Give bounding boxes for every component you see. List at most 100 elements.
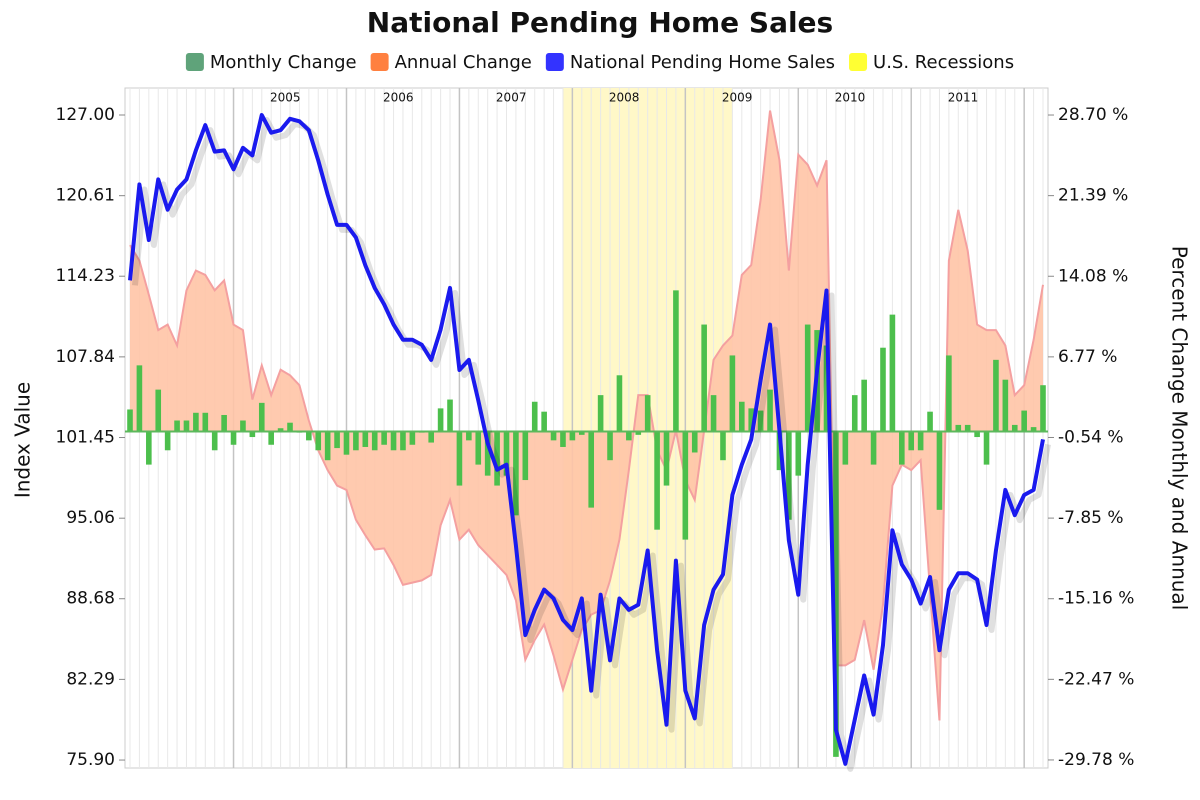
x-tick-label: 2005 <box>270 91 301 105</box>
bar <box>983 431 990 465</box>
bar <box>1011 424 1018 432</box>
bar <box>767 389 773 432</box>
x-tick-label: 2010 <box>835 91 866 105</box>
bar <box>381 431 387 445</box>
bar <box>466 431 472 441</box>
bar <box>1002 379 1009 432</box>
bar <box>164 431 171 451</box>
bar <box>644 395 651 432</box>
bar <box>964 424 971 432</box>
y2-tick-label: -15.16 % <box>1058 589 1134 609</box>
bar <box>400 431 406 451</box>
bar <box>673 290 679 432</box>
bar <box>475 431 482 465</box>
bar <box>974 431 980 438</box>
bar <box>202 412 209 432</box>
y2-tick-label: -29.78 % <box>1058 750 1134 770</box>
bar <box>437 408 444 432</box>
bar <box>635 431 642 435</box>
bar <box>870 431 877 465</box>
y-axis-title: Index Value <box>11 382 35 498</box>
bar <box>174 420 180 432</box>
bar <box>334 431 340 449</box>
bar <box>823 345 830 432</box>
bar <box>268 431 274 445</box>
bar <box>560 431 566 447</box>
line <box>128 113 1045 766</box>
y2-tick-label: 6.77 % <box>1058 347 1117 367</box>
bar <box>833 431 839 757</box>
x-tick-label: 2009 <box>722 91 753 105</box>
bar <box>626 431 632 441</box>
y-tick-label: 120.61 <box>56 186 115 206</box>
legend-label: Monthly Change <box>210 52 357 73</box>
bar <box>917 431 924 451</box>
bar <box>484 431 491 476</box>
legend-swatch <box>370 53 389 71</box>
bar <box>1040 385 1046 432</box>
legend-label: U.S. Recessions <box>873 52 1014 73</box>
bar <box>258 402 265 432</box>
bar <box>494 431 500 486</box>
area <box>129 110 1044 721</box>
bar <box>127 409 133 432</box>
bar <box>277 428 284 432</box>
bar <box>315 431 322 451</box>
y2-tick-label: -7.85 % <box>1058 508 1124 528</box>
y2-tick-label: -22.47 % <box>1058 669 1134 689</box>
bar <box>946 355 952 432</box>
x-tick-label: 2011 <box>948 91 979 105</box>
y-tick-label: 114.23 <box>56 266 115 286</box>
x-tick-label: 2007 <box>496 91 527 105</box>
bar <box>861 379 867 432</box>
bar <box>889 314 896 432</box>
bar <box>1030 427 1037 432</box>
bar <box>447 399 453 432</box>
y-tick-label: 127.00 <box>56 105 115 125</box>
bar <box>146 431 152 465</box>
bar <box>221 414 227 432</box>
bar <box>748 408 755 432</box>
legend-swatch <box>185 53 204 71</box>
bar <box>362 431 369 447</box>
legend-label: Annual Change <box>395 52 532 73</box>
bar <box>936 431 943 510</box>
bar <box>880 347 886 432</box>
y2-tick-label: 14.08 % <box>1058 266 1128 286</box>
bar <box>786 431 792 520</box>
y2-tick-label: -0.54 % <box>1058 427 1124 447</box>
bar <box>993 359 999 432</box>
y2-axis-title: Percent Change Monthly and Annual <box>1168 246 1192 610</box>
bar <box>739 401 745 432</box>
bar <box>324 431 331 461</box>
bar <box>597 395 604 432</box>
y-tick-label: 95.06 <box>66 508 115 528</box>
legend-label: National Pending Home Sales <box>570 52 835 73</box>
bar <box>522 431 529 481</box>
bar <box>851 395 858 432</box>
bar <box>136 365 143 432</box>
bar <box>701 324 707 432</box>
bar <box>569 431 576 441</box>
bar <box>240 420 246 432</box>
x-tick-label: 2008 <box>609 91 640 105</box>
bar <box>503 431 510 476</box>
y-tick-label: 101.45 <box>56 428 115 448</box>
bar <box>193 412 199 432</box>
y-tick-label: 88.68 <box>66 589 115 609</box>
bar <box>691 431 698 453</box>
bar <box>927 411 933 432</box>
bar <box>211 431 218 451</box>
bar <box>578 431 585 435</box>
bar <box>654 431 660 530</box>
legend: Monthly Change Annual Change National Pend… <box>185 52 1014 73</box>
y-tick-label: 82.29 <box>66 669 115 689</box>
bar <box>710 395 717 432</box>
bar <box>155 389 162 432</box>
bar <box>456 431 463 486</box>
bar <box>899 431 905 465</box>
bar <box>541 411 547 432</box>
bar <box>729 355 736 432</box>
bar <box>249 431 256 438</box>
